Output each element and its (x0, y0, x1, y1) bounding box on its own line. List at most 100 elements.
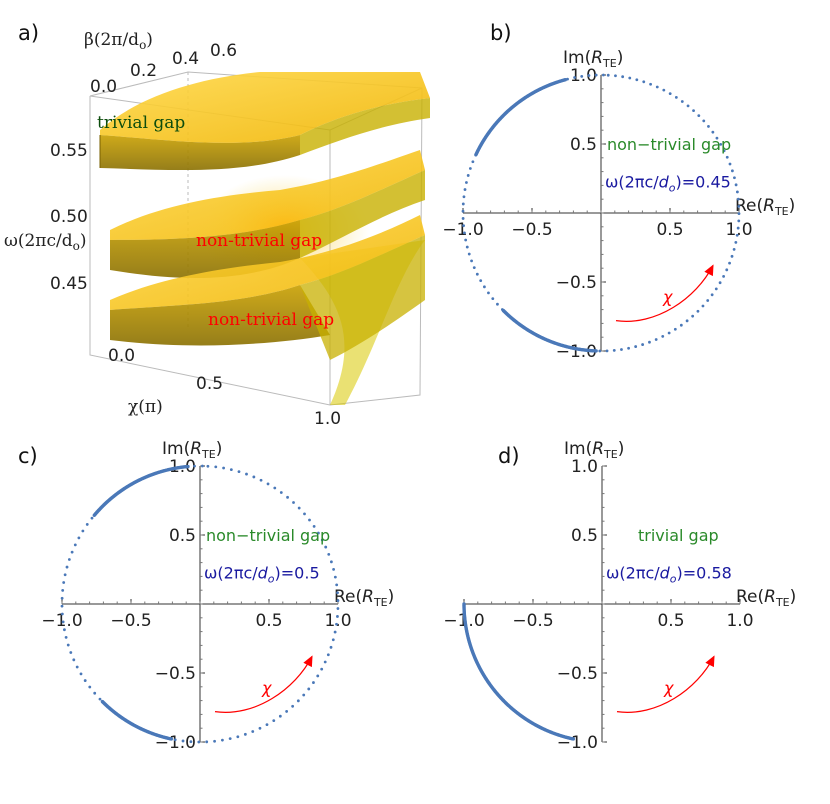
chi-label: χ (662, 288, 673, 307)
data-point (673, 327, 677, 331)
chi-axis-label: χ(π) (128, 397, 163, 417)
data-point (329, 645, 333, 649)
data-point (463, 231, 466, 235)
data-point (333, 630, 337, 634)
data-point (201, 464, 204, 468)
data-point (580, 74, 584, 78)
data-point (60, 596, 64, 600)
data-point (296, 699, 300, 703)
data-point (491, 297, 495, 301)
data-point (667, 331, 671, 335)
x-tick-label: 0.5 (656, 220, 683, 240)
data-point (169, 737, 174, 741)
data-point (725, 268, 729, 272)
data-point (737, 219, 741, 223)
data-point (265, 723, 269, 727)
data-point (72, 658, 76, 662)
data-point (718, 281, 722, 285)
data-point (648, 340, 651, 344)
data-point (714, 287, 718, 291)
data-point (571, 737, 576, 741)
data-point (331, 638, 335, 642)
beta-tick: 0.6 (210, 41, 237, 61)
chi-arrow (214, 655, 313, 713)
x-axis-label: Re(RTE) (736, 587, 796, 609)
panel-c: c)−1.0 −0.5 0.5 1.01.00.5−0.5−1.0Im(RTE)Re(… (18, 439, 394, 753)
data-point (668, 92, 672, 95)
omega-tick: 0.45 (50, 274, 88, 294)
data-point (62, 581, 66, 584)
data-point (278, 714, 282, 718)
x-tick-label: 1.0 (725, 220, 752, 240)
data-point (335, 583, 339, 587)
data-point (320, 667, 324, 671)
data-point (598, 349, 602, 353)
data-point (634, 345, 638, 348)
omega-label: ω(2πc/do)=0.45 (605, 172, 731, 194)
data-point (587, 74, 591, 77)
data-point (193, 464, 196, 468)
x-tick-label: −1.0 (442, 220, 483, 240)
x-tick-label: 1.0 (726, 611, 753, 631)
beta-tick: 0.2 (130, 61, 157, 81)
data-point (706, 299, 710, 302)
panel-a: a) (4, 21, 430, 429)
data-point (612, 348, 616, 352)
data-point (722, 274, 726, 278)
data-point (702, 119, 706, 123)
data-point (228, 737, 232, 741)
panel-a-label: a) (18, 21, 39, 45)
data-point (680, 100, 684, 103)
x-tick-label: −0.5 (511, 220, 552, 240)
data-point (93, 691, 97, 695)
beta-tick: 0.4 (172, 49, 199, 69)
data-point (65, 565, 69, 569)
omega-label: ω(2πc/do)=0.5 (204, 563, 320, 585)
y-tick-label: −0.5 (557, 664, 598, 684)
y-tick-label: −0.5 (556, 273, 597, 293)
data-point (88, 685, 92, 689)
data-point (463, 188, 467, 191)
data-point (181, 739, 185, 743)
data-point (655, 85, 659, 89)
y-tick-label: 1.0 (570, 66, 597, 86)
data-point (316, 674, 320, 678)
data-point (475, 272, 479, 276)
omega-tick: 0.50 (50, 207, 88, 227)
beta-axis-label: β(2π/do) (84, 30, 153, 52)
x-axis-label: Re(RTE) (334, 587, 394, 609)
data-point (75, 665, 79, 669)
data-point (728, 162, 732, 166)
data-point (60, 604, 64, 608)
data-point (60, 612, 64, 616)
data-point (737, 212, 741, 216)
data-point (471, 160, 475, 164)
data-point (662, 88, 666, 92)
data-point (320, 538, 324, 542)
data-point (251, 730, 255, 733)
data-point (479, 279, 483, 283)
data-point (189, 740, 193, 744)
data-point (461, 209, 465, 213)
data-point (602, 73, 605, 77)
data-point (308, 518, 311, 522)
data-point (266, 482, 270, 486)
data-point (594, 73, 598, 77)
y-tick-label: −0.5 (155, 664, 196, 684)
data-point (259, 478, 263, 482)
data-point (64, 636, 68, 639)
data-point (73, 543, 77, 547)
data-point (326, 653, 330, 657)
data-point (461, 217, 465, 220)
chi-arrow (615, 264, 714, 322)
data-point (735, 190, 739, 194)
data-point (674, 95, 678, 99)
data-point (79, 672, 83, 676)
chi-tick: 0.0 (108, 346, 135, 366)
y-tick-label: 0.5 (570, 135, 597, 155)
data-point (465, 245, 469, 249)
data-point (728, 261, 731, 265)
gap-label: trivial gap (638, 526, 719, 545)
band-top (99, 72, 430, 171)
